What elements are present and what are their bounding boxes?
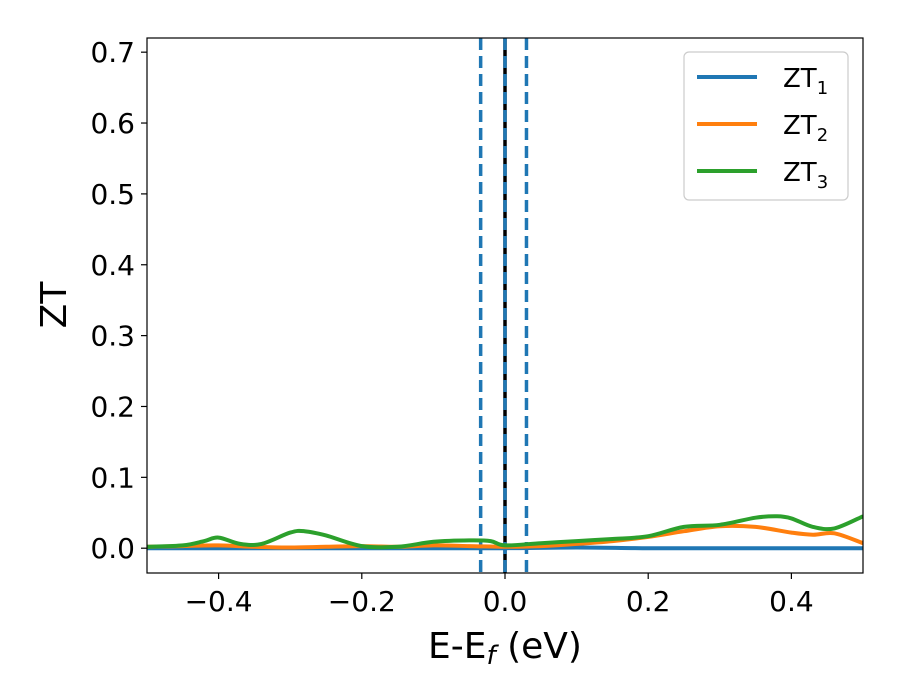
x-axis: −0.4 −0.2 0.0 0.2 0.4 — [185, 573, 814, 618]
legend-label-2: ZT2 — [783, 111, 828, 146]
y-tick-label: 0.2 — [90, 390, 135, 423]
x-axis-label-main: E-E — [428, 626, 486, 667]
legend-label-1: ZT1 — [783, 64, 828, 99]
y-tick-label: 0.7 — [90, 36, 135, 69]
legend-box — [683, 51, 849, 201]
x-tick-label: 0.0 — [483, 585, 528, 618]
x-tick-label: −0.4 — [185, 585, 253, 618]
x-tick-label: −0.2 — [328, 585, 396, 618]
x-tick-label: 0.2 — [626, 585, 671, 618]
plot-lines — [147, 38, 863, 573]
series-line-3 — [147, 514, 863, 550]
y-tick-label: 0.5 — [90, 178, 135, 211]
legend-label-3: ZT3 — [783, 158, 828, 193]
x-tick-label: 0.4 — [769, 585, 814, 618]
series-line-2 — [147, 523, 863, 550]
y-axis-label: ZT — [34, 281, 75, 329]
y-tick-label: 0.6 — [90, 107, 135, 140]
y-axis: 0.0 0.1 0.2 0.3 0.4 0.5 0.6 0.7 — [90, 36, 147, 565]
x-axis-label-unit: (eV) — [496, 626, 582, 667]
legend: ZT1 ZT2 ZT3 — [683, 51, 849, 201]
y-tick-label: 0.4 — [90, 249, 135, 282]
y-tick-label: 0.0 — [90, 532, 135, 565]
x-axis-label: E-Ef (eV) — [428, 626, 582, 671]
y-tick-label: 0.1 — [90, 461, 135, 494]
y-tick-label: 0.3 — [90, 320, 135, 353]
